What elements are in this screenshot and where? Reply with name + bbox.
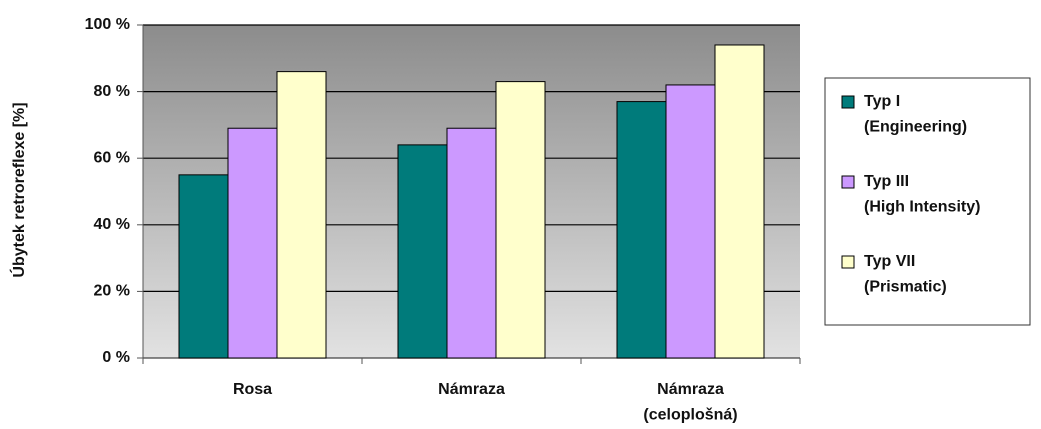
x-tick-label: Námraza (celoplošná) [643,381,737,424]
legend-label: Typ I (Engineering) [864,93,967,136]
legend-box [824,77,1031,326]
legend-label: Typ VII (Prismatic) [864,253,947,296]
y-tick-label: 100 % [85,16,130,33]
legend-swatch [841,175,855,189]
y-axis-title: Úbytek retroreflexe [%] [9,102,28,277]
bar [446,127,497,359]
x-tick-label: Rosa [233,381,272,398]
y-tick-label: 0 % [102,349,130,366]
y-tick-label: 60 % [94,149,130,166]
bar [276,71,327,359]
legend-swatch [841,255,855,269]
bar [495,81,546,359]
legend-swatch [841,95,855,109]
bar [616,101,667,359]
bar [397,144,448,359]
bar [227,127,278,359]
y-tick-label: 40 % [94,216,130,233]
y-tick-label: 20 % [94,283,130,300]
bar [665,84,716,359]
x-tick-label: Námraza [438,381,505,398]
legend-label: Typ III (High Intensity) [864,173,980,216]
bar [178,174,229,359]
bar [714,44,765,359]
y-tick-label: 80 % [94,83,130,100]
